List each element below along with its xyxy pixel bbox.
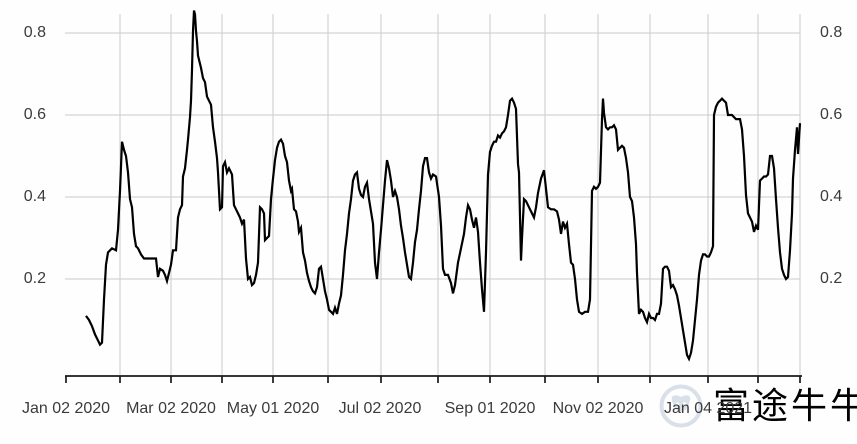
x-axis bbox=[65, 375, 802, 383]
y-axis-label-right: 0.6 bbox=[820, 106, 843, 123]
y-axis-label-right: 0.2 bbox=[820, 270, 843, 287]
y-axis-label-right: 0.4 bbox=[820, 188, 843, 205]
x-axis-label: Sep 01 2020 bbox=[444, 400, 536, 417]
x-axis-label: Jan 02 2020 bbox=[21, 400, 111, 417]
x-axis-label: Mar 02 2020 bbox=[126, 400, 216, 417]
y-axis-label-left: 0.6 bbox=[23, 106, 46, 123]
x-axis-label: Jan 04 2021 bbox=[663, 400, 753, 417]
gridlines bbox=[65, 14, 801, 375]
watermark-text: 富途牛牛 bbox=[713, 385, 857, 426]
watermark: 富途牛牛 bbox=[658, 382, 857, 430]
y-axis-label-left: 0.2 bbox=[23, 270, 46, 287]
x-axis-label: Nov 02 2020 bbox=[552, 400, 644, 417]
data-series-line bbox=[85, 10, 802, 362]
series-volatility bbox=[85, 10, 802, 362]
x-axis-label: May 01 2020 bbox=[226, 400, 320, 417]
y-axis-label-right: 0.8 bbox=[820, 24, 843, 41]
x-axis-label: Jul 02 2020 bbox=[338, 400, 422, 417]
y-axis-label-left: 0.8 bbox=[23, 24, 46, 41]
futu-bull-logo-icon bbox=[659, 384, 703, 428]
y-axis-label-left: 0.4 bbox=[23, 188, 46, 205]
